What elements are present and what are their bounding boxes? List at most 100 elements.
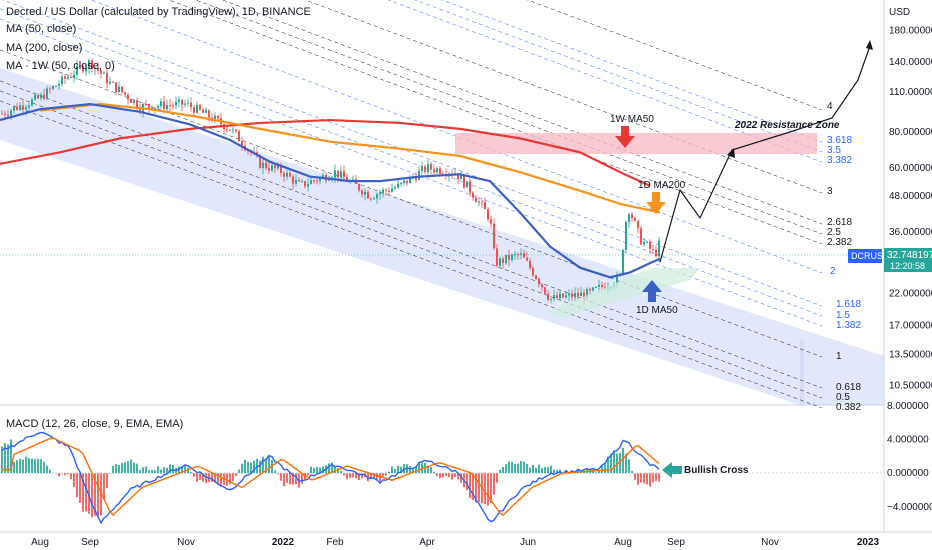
candle-body-86 (259, 155, 261, 169)
fib-label-3: 3 (827, 186, 833, 197)
macd-bar-47 (142, 467, 144, 474)
macd-bar-26 (79, 473, 81, 503)
macd-bar-55 (166, 467, 168, 474)
macd-bar-153 (460, 473, 462, 483)
macd-bar-64 (193, 473, 195, 477)
candle-body-61 (184, 103, 186, 105)
candle-body-199 (598, 284, 600, 287)
macd-bar-113 (340, 470, 342, 474)
candle-body-157 (472, 192, 474, 198)
macd-axis[interactable]: 8.000000 4.000000 0.000000 −4.000000 (887, 401, 932, 513)
macd-bar-93 (280, 473, 282, 481)
fib-line-blue-0 (441, 0, 823, 143)
macd-bar-151 (454, 473, 456, 478)
macd-bar-215 (646, 473, 648, 485)
macd-bar-83 (250, 462, 252, 474)
macd-bar-38 (115, 464, 117, 474)
macd-bar-34 (103, 473, 105, 500)
candle-body-43 (130, 99, 132, 103)
fib-line-black-5 (0, 49, 823, 358)
candle-body-93 (280, 165, 282, 174)
macd-bar-163 (490, 473, 492, 503)
macd-bar-56 (169, 464, 171, 474)
ma-1w-50-line (0, 118, 651, 187)
price-tick-4: 60.000000 (889, 163, 932, 174)
symbol-badge-text: DCRUSD (851, 251, 890, 261)
candle-body-179 (538, 278, 540, 285)
macd-bar-33 (100, 473, 102, 516)
macd-bar-136 (409, 466, 411, 474)
macd-tick-3: −4.000000 (887, 502, 932, 513)
candle-body-23 (70, 77, 72, 79)
candle-body-210 (631, 214, 633, 218)
macd-bar-97 (292, 473, 294, 485)
candle-body-105 (316, 180, 318, 182)
resistance-zone (455, 133, 817, 154)
macd-bar-87 (262, 456, 264, 474)
macd-bar-205 (616, 453, 618, 474)
macd-bar-82 (247, 461, 249, 474)
price-tick-9: 17.000000 (889, 321, 932, 332)
macd-bar-183 (550, 465, 552, 474)
label-1w-ma50: 1W MA50 (610, 114, 654, 125)
candle-body-189 (568, 293, 570, 296)
candle-body-213 (640, 228, 642, 245)
macd-bar-117 (352, 473, 354, 478)
macd-bar-27 (82, 473, 84, 512)
macd-bar-30 (91, 473, 93, 518)
candle-body-115 (346, 177, 348, 182)
time-tick-6: Jun (520, 537, 536, 548)
macd-bar-61 (184, 464, 186, 474)
macd-bar-9 (28, 457, 30, 474)
fib-label-0-618: 0.618 (836, 382, 861, 393)
macd-bar-95 (286, 473, 288, 483)
candle-body-216 (649, 241, 651, 250)
candle-body-29 (88, 60, 90, 68)
macd-bar-16 (49, 469, 51, 474)
time-axis[interactable]: Aug Sep Nov 2022 Feb Apr Jun Aug Sep Nov 2023 (31, 537, 879, 548)
candle-body-14 (43, 94, 45, 99)
support-zone (548, 268, 700, 318)
price-tick-11: 10.500000 (889, 381, 932, 392)
candle-body-180 (541, 284, 543, 288)
candle-body-214 (643, 242, 645, 245)
macd-bar-142 (427, 465, 429, 474)
macd-bar-124 (373, 473, 375, 479)
macd-bar-67 (202, 473, 204, 482)
candle-body-68 (205, 110, 207, 113)
last-price-badge (884, 248, 932, 272)
macd-bar-43 (130, 459, 132, 474)
macd-bar-29 (88, 473, 90, 514)
candle-body-113 (340, 171, 342, 178)
macd-bar-46 (139, 469, 141, 474)
candle-body-155 (466, 181, 468, 188)
candle-body-218 (655, 249, 657, 257)
candle-body-177 (532, 268, 534, 276)
candle-body-153 (460, 175, 462, 180)
macd-bar-84 (253, 460, 255, 474)
candle-body-56 (169, 105, 171, 107)
candle-body-26 (79, 65, 81, 67)
macd-tick-1: 4.000000 (887, 435, 929, 446)
macd-bar-32 (97, 473, 99, 517)
macd-bar-137 (412, 467, 414, 474)
macd-bar-104 (313, 468, 315, 474)
macd-bar-21 (64, 473, 66, 476)
fib-label-4: 4 (827, 101, 833, 112)
macd-bar-170 (511, 461, 513, 474)
candle-body-46 (139, 108, 141, 112)
macd-bar-8 (25, 456, 27, 474)
candle-body-205 (616, 274, 618, 285)
macd-bar-182 (547, 467, 549, 474)
macd-bar-120 (361, 473, 363, 479)
fib-label-1: 1 (836, 351, 842, 362)
macd-bar-208 (625, 453, 627, 474)
candle-body-112 (337, 170, 339, 178)
price-axis[interactable]: 180.000000 140.000000 110.000000 80.000000 6… (889, 26, 932, 392)
macd-bar-166 (499, 469, 501, 474)
fib-line-black-0 (526, 0, 823, 111)
macd-bar-31 (94, 473, 96, 516)
candle-body-161 (484, 201, 486, 210)
candle-body-17 (52, 86, 54, 89)
